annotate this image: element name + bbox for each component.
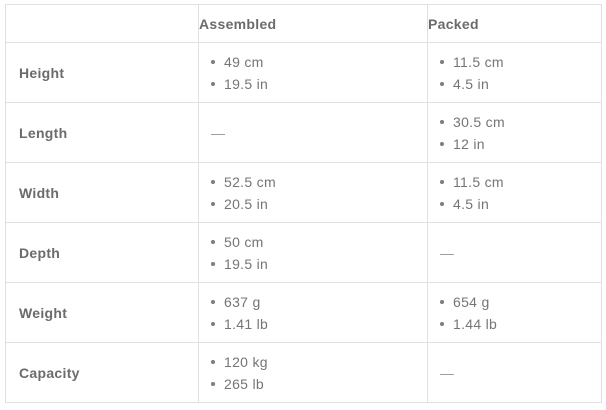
- table-row: Capacity 120 kg 265 lb —: [5, 342, 602, 403]
- value-item: 120 kg: [211, 351, 427, 373]
- assembled-column-header: Assembled: [198, 4, 428, 43]
- value-item: 19.5 in: [211, 253, 427, 275]
- value-item: 50 cm: [211, 231, 427, 253]
- value-item: 20.5 in: [211, 193, 427, 215]
- value-list: 50 cm 19.5 in: [211, 231, 427, 275]
- empty-value-dash: —: [440, 244, 455, 261]
- table-row: Length — 30.5 cm 12 in: [5, 102, 602, 163]
- value-item: 1.41 lb: [211, 313, 427, 335]
- spec-column-header: [5, 4, 199, 43]
- assembled-cell: 50 cm 19.5 in: [198, 222, 428, 283]
- value-item: 4.5 in: [440, 73, 601, 95]
- value-list: 120 kg 265 lb: [211, 351, 427, 395]
- packed-cell: —: [427, 222, 602, 283]
- empty-value-dash: —: [440, 364, 455, 381]
- value-item: 11.5 cm: [440, 171, 601, 193]
- value-item: 12 in: [440, 133, 601, 155]
- spec-table-container: Assembled Packed Height 49 cm 19.5 in 11.5 …: [5, 4, 602, 403]
- assembled-cell: 120 kg 265 lb: [198, 342, 428, 403]
- value-item: 265 lb: [211, 373, 427, 395]
- value-item: 637 g: [211, 291, 427, 313]
- table-row: Height 49 cm 19.5 in 11.5 cm 4.5 in: [5, 42, 602, 103]
- packed-cell: 30.5 cm 12 in: [427, 102, 602, 163]
- row-label: Depth: [5, 222, 199, 283]
- row-label: Height: [5, 42, 199, 103]
- value-list: 52.5 cm 20.5 in: [211, 171, 427, 215]
- value-item: 4.5 in: [440, 193, 601, 215]
- value-item: 1.44 lb: [440, 313, 601, 335]
- assembled-cell: 637 g 1.41 lb: [198, 282, 428, 343]
- spec-table-header: Assembled Packed: [5, 4, 602, 43]
- packed-cell: —: [427, 342, 602, 403]
- value-item: 19.5 in: [211, 73, 427, 95]
- assembled-cell: 49 cm 19.5 in: [198, 42, 428, 103]
- row-label: Length: [5, 102, 199, 163]
- packed-cell: 11.5 cm 4.5 in: [427, 42, 602, 103]
- row-label: Width: [5, 162, 199, 223]
- value-item: 654 g: [440, 291, 601, 313]
- value-list: 654 g 1.44 lb: [440, 291, 601, 335]
- spec-table: Assembled Packed Height 49 cm 19.5 in 11.5 …: [5, 4, 602, 403]
- header-row: Assembled Packed: [5, 4, 602, 43]
- row-label: Capacity: [5, 342, 199, 403]
- spec-table-body: Height 49 cm 19.5 in 11.5 cm 4.5 in Length —30…: [5, 42, 602, 403]
- packed-cell: 654 g 1.44 lb: [427, 282, 602, 343]
- assembled-cell: —: [198, 102, 428, 163]
- value-item: 30.5 cm: [440, 111, 601, 133]
- row-label: Weight: [5, 282, 199, 343]
- value-list: 11.5 cm 4.5 in: [440, 171, 601, 215]
- value-list: 11.5 cm 4.5 in: [440, 51, 601, 95]
- value-item: 52.5 cm: [211, 171, 427, 193]
- value-list: 49 cm 19.5 in: [211, 51, 427, 95]
- packed-column-header: Packed: [427, 4, 602, 43]
- packed-cell: 11.5 cm 4.5 in: [427, 162, 602, 223]
- value-list: 637 g 1.41 lb: [211, 291, 427, 335]
- value-item: 11.5 cm: [440, 51, 601, 73]
- table-row: Width 52.5 cm 20.5 in 11.5 cm 4.5 in: [5, 162, 602, 223]
- empty-value-dash: —: [211, 124, 226, 141]
- value-item: 49 cm: [211, 51, 427, 73]
- value-list: 30.5 cm 12 in: [440, 111, 601, 155]
- assembled-cell: 52.5 cm 20.5 in: [198, 162, 428, 223]
- table-row: Weight 637 g 1.41 lb 654 g 1.44 lb: [5, 282, 602, 343]
- table-row: Depth 50 cm 19.5 in —: [5, 222, 602, 283]
